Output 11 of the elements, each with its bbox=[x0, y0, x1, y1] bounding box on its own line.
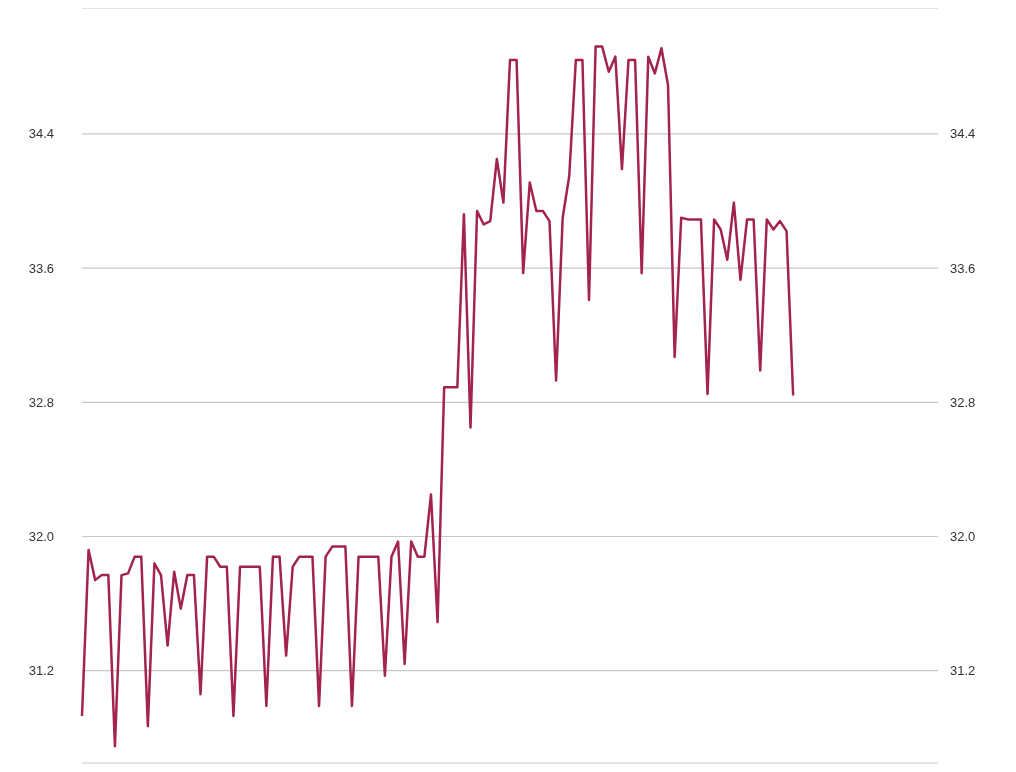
y-tick-label: 32.8 bbox=[28, 394, 54, 410]
y2-tick-label: 33.6 bbox=[950, 260, 976, 276]
y-tick-label: 33.6 bbox=[28, 260, 54, 276]
y-tick-label: 32.0 bbox=[28, 529, 54, 545]
y2-tick-label: 34.4 bbox=[950, 126, 976, 142]
y2-tick-label: 32.8 bbox=[950, 394, 976, 410]
y2-tick-label: 31.2 bbox=[950, 663, 976, 679]
y2-tick-label: 32.0 bbox=[950, 529, 976, 545]
line-series bbox=[80, 45, 795, 748]
y-tick-label: 31.2 bbox=[28, 663, 54, 679]
y-tick-label: 34.4 bbox=[28, 126, 54, 142]
